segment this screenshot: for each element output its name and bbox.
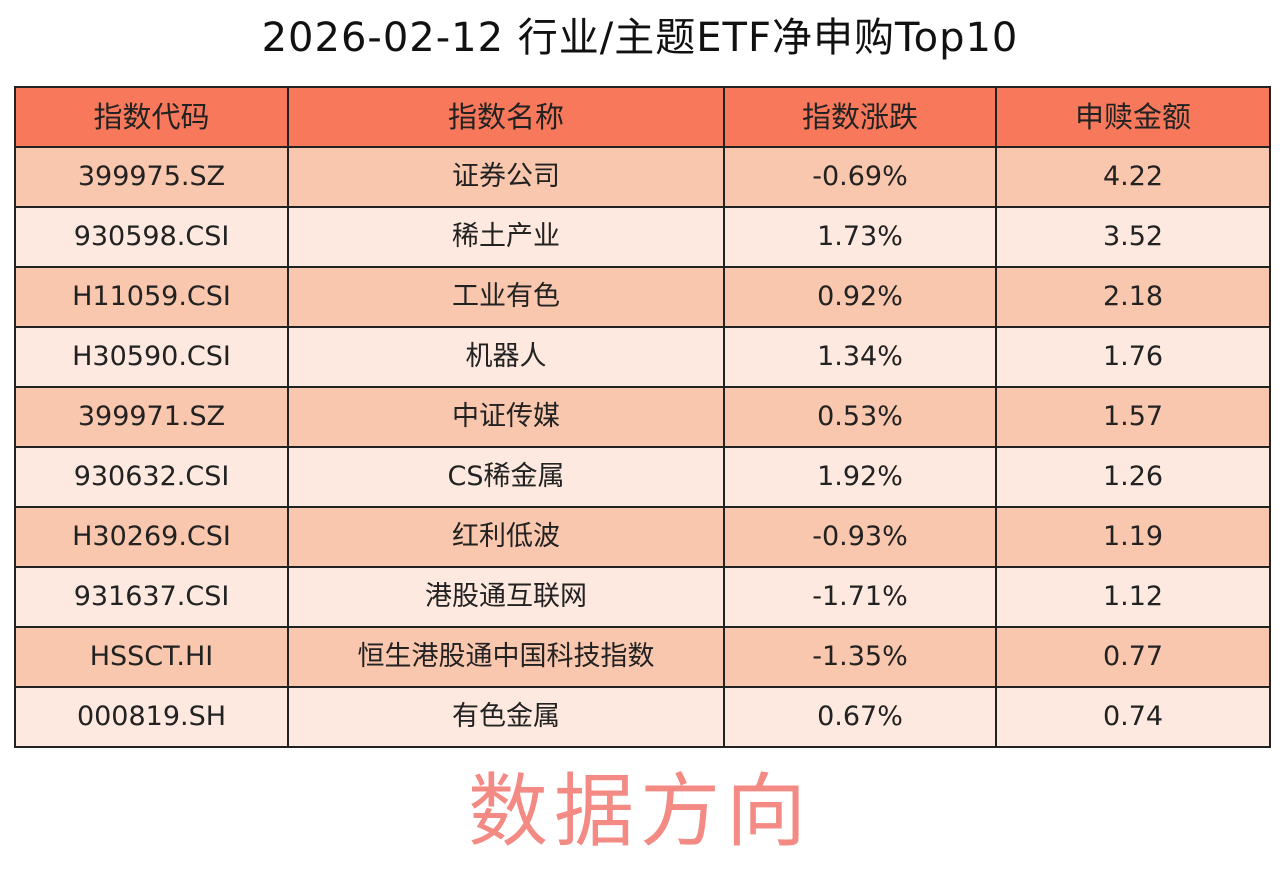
table-cell: 3.52 [995, 206, 1271, 268]
table-row: H30269.CSI 红利低波 -0.93% 1.19 [14, 506, 1271, 568]
table-cell: 1.73% [723, 206, 997, 268]
table-cell: 港股通互联网 [287, 566, 725, 628]
table-cell: 0.92% [723, 266, 997, 328]
table-cell: CS稀金属 [287, 446, 725, 508]
table-header-row: 指数代码 指数名称 指数涨跌 申赎金额 [14, 86, 1271, 148]
table-row: 930632.CSI CS稀金属 1.92% 1.26 [14, 446, 1271, 508]
table-cell: 931637.CSI [14, 566, 289, 628]
table-cell: 0.67% [723, 686, 997, 748]
table-cell: 机器人 [287, 326, 725, 388]
column-header: 指数名称 [287, 86, 725, 148]
table-cell: 2.18 [995, 266, 1271, 328]
table-cell: 1.76 [995, 326, 1271, 388]
table-cell: 工业有色 [287, 266, 725, 328]
table-row: 931637.CSI 港股通互联网 -1.71% 1.12 [14, 566, 1271, 628]
table-cell: 1.26 [995, 446, 1271, 508]
table-cell: 有色金属 [287, 686, 725, 748]
table-cell: -1.35% [723, 626, 997, 688]
table-cell: H30590.CSI [14, 326, 289, 388]
table-cell: -1.71% [723, 566, 997, 628]
table-cell: 399971.SZ [14, 386, 289, 448]
table-cell: H11059.CSI [14, 266, 289, 328]
table-cell: 0.53% [723, 386, 997, 448]
table-cell: 399975.SZ [14, 146, 289, 208]
table-row: 399975.SZ 证券公司 -0.69% 4.22 [14, 146, 1271, 208]
watermark: 数据方向 [468, 765, 812, 858]
table-cell: 1.57 [995, 386, 1271, 448]
table-row: H30590.CSI 机器人 1.34% 1.76 [14, 326, 1271, 388]
table-cell: 4.22 [995, 146, 1271, 208]
table-row: HSSCT.HI 恒生港股通中国科技指数 -1.35% 0.77 [14, 626, 1271, 688]
table-cell: 930632.CSI [14, 446, 289, 508]
table-cell: 1.19 [995, 506, 1271, 568]
page-title: 2026-02-12 行业/主题ETF净申购Top10 [261, 15, 1019, 61]
etf-table: 指数代码 指数名称 指数涨跌 申赎金额 399975.SZ 证券公司 -0.69% 4.22… [14, 86, 1271, 748]
table-row: 930598.CSI 稀土产业 1.73% 3.52 [14, 206, 1271, 268]
table-cell: -0.69% [723, 146, 997, 208]
table-cell: 1.34% [723, 326, 997, 388]
table-cell: 红利低波 [287, 506, 725, 568]
table-body: 399975.SZ 证券公司 -0.69% 4.22 930598.CSI 稀土产业 1.7… [14, 146, 1271, 748]
table-cell: 930598.CSI [14, 206, 289, 268]
column-header: 指数代码 [14, 86, 289, 148]
table-cell: 稀土产业 [287, 206, 725, 268]
table-cell: 1.12 [995, 566, 1271, 628]
table-cell: 0.77 [995, 626, 1271, 688]
table-cell: 中证传媒 [287, 386, 725, 448]
table-cell: HSSCT.HI [14, 626, 289, 688]
table-cell: 恒生港股通中国科技指数 [287, 626, 725, 688]
table-cell: 000819.SH [14, 686, 289, 748]
table-row: 399971.SZ 中证传媒 0.53% 1.57 [14, 386, 1271, 448]
table-row: 000819.SH 有色金属 0.67% 0.74 [14, 686, 1271, 748]
table-cell: 0.74 [995, 686, 1271, 748]
table-cell: 1.92% [723, 446, 997, 508]
table-cell: H30269.CSI [14, 506, 289, 568]
table-cell: -0.93% [723, 506, 997, 568]
table-row: H11059.CSI 工业有色 0.92% 2.18 [14, 266, 1271, 328]
column-header: 申赎金额 [995, 86, 1271, 148]
table-cell: 证券公司 [287, 146, 725, 208]
column-header: 指数涨跌 [723, 86, 997, 148]
